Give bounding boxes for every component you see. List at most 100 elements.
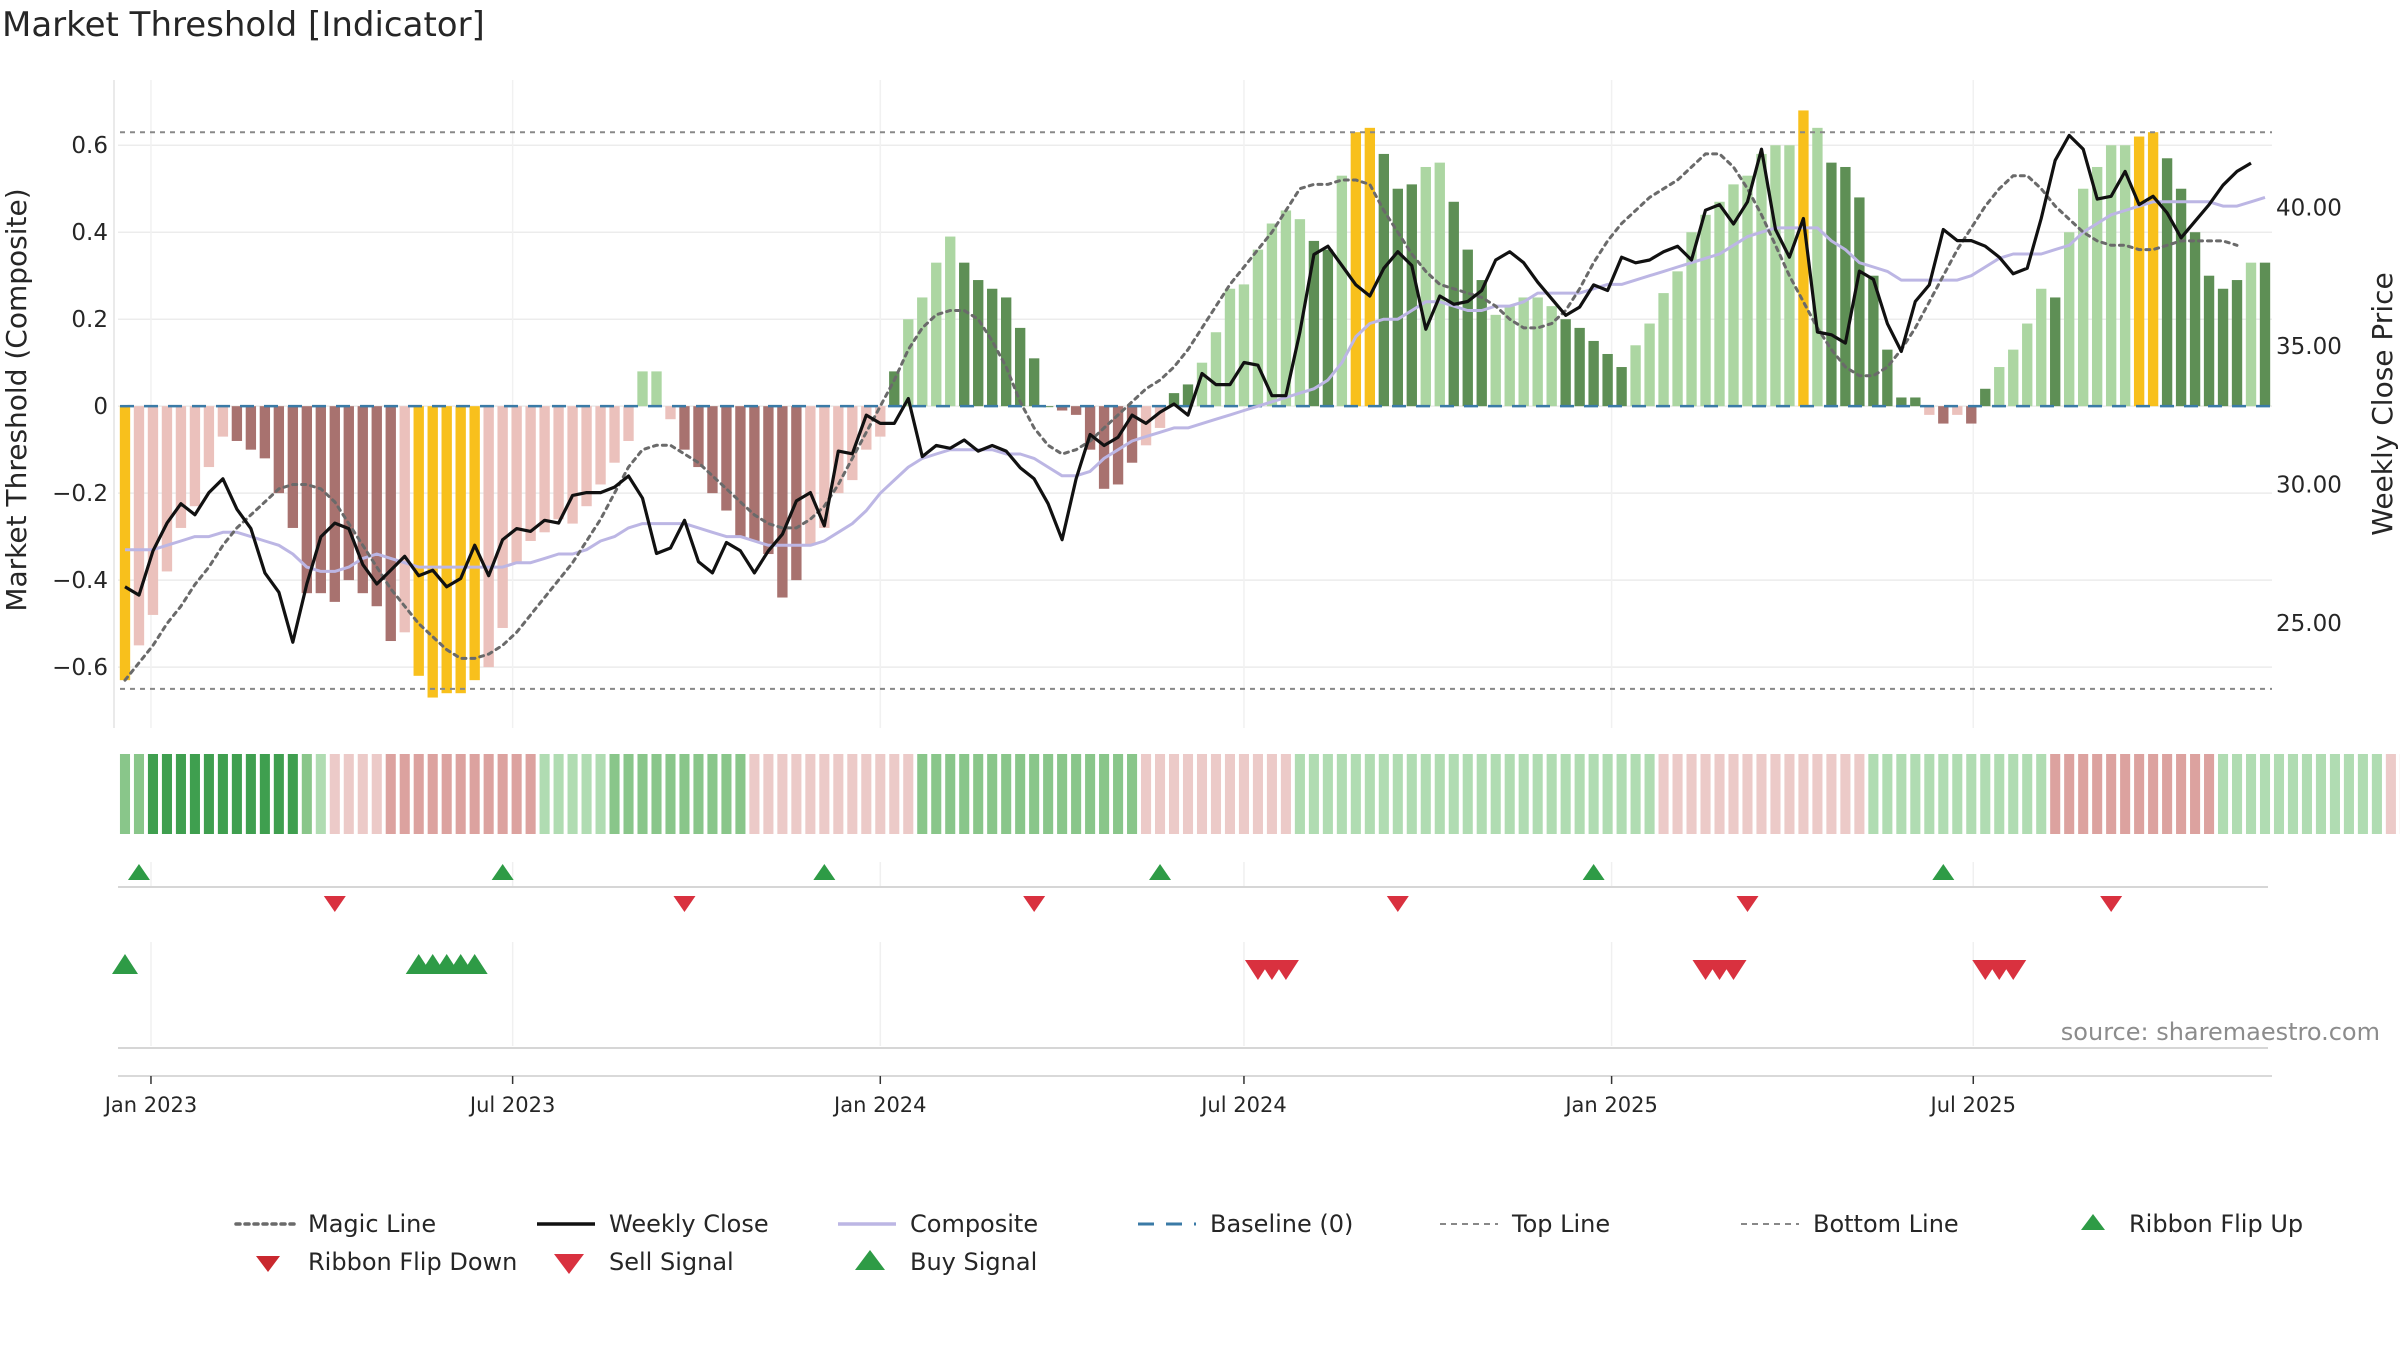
composite-bar: [2189, 232, 2201, 407]
composite-bar: [2119, 145, 2131, 407]
composite-bar: [203, 406, 215, 468]
composite-bar: [1238, 284, 1250, 407]
ribbon-bar: [1350, 754, 1361, 834]
ribbon-bar: [1938, 754, 1949, 834]
y-axis-label: Market Threshold (Composite): [0, 188, 33, 611]
ribbon-bar: [2148, 754, 2159, 834]
composite-bar: [2147, 132, 2159, 407]
ribbon-bar: [1462, 754, 1473, 834]
x-tick-label: Jan 2023: [103, 1093, 198, 1117]
ribbon-bar: [2064, 754, 2075, 834]
ribbon-bar: [875, 754, 886, 834]
ribbon-bar: [301, 754, 312, 834]
ribbon-bar: [861, 754, 872, 834]
ribbon-bar: [2329, 754, 2340, 834]
composite-bar: [1392, 188, 1403, 407]
legend-item: Sell Signal: [554, 1248, 734, 1276]
composite-bar: [469, 406, 480, 681]
ribbon-bar: [1182, 754, 1194, 834]
composite-bar: [1560, 319, 1571, 407]
composite-bar: [483, 406, 494, 668]
ribbon-bar: [511, 754, 522, 834]
legend-swatch: [2081, 1214, 2105, 1230]
ribbon-bar: [1784, 754, 1795, 834]
composite-bar: [1630, 345, 1641, 407]
x-tick-label: Jul 2025: [1929, 1093, 2016, 1117]
composite-bar: [1924, 406, 1935, 415]
ribbon-bar: [1071, 754, 1082, 834]
composite-bar: [385, 406, 396, 642]
ribbon-bar: [721, 754, 732, 834]
ribbon-bar: [175, 754, 186, 834]
ribbon-bar: [1714, 754, 1725, 834]
composite-bar: [707, 406, 718, 494]
composite-bar: [721, 406, 732, 511]
composite-bar: [1574, 327, 1585, 407]
ribbon-bar: [1280, 754, 1291, 834]
composite-bar: [1686, 232, 1697, 407]
ribbon-bar: [133, 754, 145, 834]
composite-bar: [497, 406, 508, 628]
y-tick-label: −0.4: [52, 568, 108, 594]
ribbon-bar: [1490, 754, 1501, 834]
ribbon-bar: [2385, 754, 2396, 834]
legend-item: Buy Signal: [855, 1248, 1037, 1276]
ribbon-bar: [2315, 754, 2326, 834]
composite-bar: [119, 406, 131, 681]
composite-bar: [1378, 153, 1389, 407]
ribbon-bar: [1798, 754, 1809, 834]
legend-label: Buy Signal: [910, 1248, 1037, 1276]
ribbon-bar: [2190, 754, 2201, 834]
ribbon-bar: [2050, 754, 2061, 834]
legend-item: Bottom Line: [1741, 1210, 1959, 1238]
y2-tick-label: 25.00: [2276, 611, 2342, 637]
ribbon-bar: [1672, 754, 1683, 834]
ribbon-bar: [2343, 754, 2354, 834]
ribbon-bar: [1518, 754, 1529, 834]
ribbon-bar: [2357, 754, 2368, 834]
ribbon-bar: [1043, 754, 1054, 834]
composite-bar: [2161, 158, 2173, 407]
composite-bar: [735, 406, 746, 537]
composite-bar: [1812, 127, 1823, 407]
composite-bar: [287, 406, 299, 528]
ribbon-flip-down-marker: [1023, 896, 1046, 912]
composite-bar: [2217, 288, 2229, 407]
composite-bar: [1602, 353, 1613, 407]
x-tick-label: Jul 2024: [1199, 1093, 1286, 1117]
ribbon-bar: [119, 754, 131, 834]
composite-bar: [1882, 349, 1893, 407]
ribbon-bar: [1154, 754, 1166, 834]
ribbon-bar: [2204, 754, 2215, 834]
composite-bar: [1140, 406, 1152, 446]
ribbon-bar: [1001, 754, 1012, 834]
composite-bar: [763, 406, 774, 555]
ribbon-bar: [973, 754, 984, 834]
ribbon-bar: [469, 754, 480, 834]
sell-signal-marker: [2000, 960, 2027, 980]
ribbon-bar: [553, 754, 564, 834]
composite-bar: [511, 406, 522, 563]
ribbon-bar: [1812, 754, 1823, 834]
composite-bar: [805, 406, 816, 546]
composite-bar: [777, 406, 788, 598]
composite-bar: [1910, 397, 1921, 407]
ribbon-bar: [1630, 754, 1641, 834]
ribbon-bar: [2259, 754, 2271, 834]
ribbon-bar: [1868, 754, 1879, 834]
ribbon-flip-up-marker: [1149, 864, 1172, 880]
ribbon-bar: [1644, 754, 1655, 834]
ribbon-bar: [679, 754, 690, 834]
ribbon-bar: [343, 754, 354, 834]
ribbon-flip-up-marker: [1582, 864, 1605, 880]
composite-bar: [2008, 349, 2019, 407]
ribbon-bar: [2008, 754, 2019, 834]
composite-bar: [245, 406, 257, 450]
ribbon-bar: [791, 754, 802, 834]
ribbon-bar: [609, 754, 620, 834]
composite-bar: [1294, 219, 1306, 407]
composite-bar: [1028, 358, 1040, 407]
ribbon-bar: [693, 754, 704, 834]
composite-bar: [343, 406, 354, 581]
composite-bar: [1098, 406, 1110, 489]
